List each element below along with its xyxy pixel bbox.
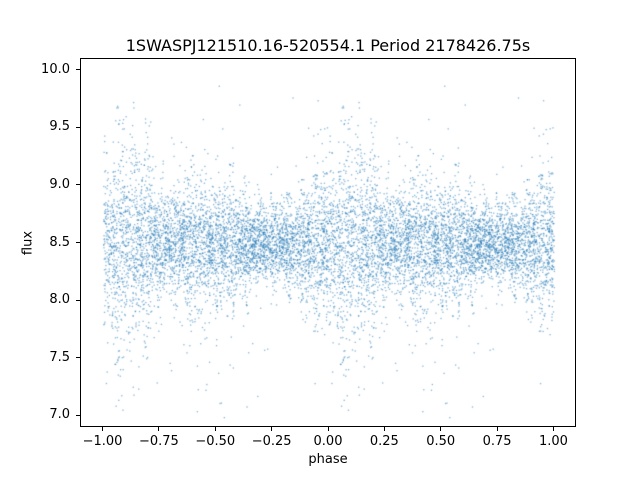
- y-tick-mark: [76, 299, 80, 301]
- y-tick-label: 7.5: [49, 349, 70, 365]
- x-tick-label: −0.75: [138, 434, 179, 449]
- x-tick-label: 1.00: [538, 434, 568, 449]
- x-tick-label: −0.50: [195, 434, 236, 449]
- x-tick-label: −0.25: [251, 434, 292, 449]
- x-tick-mark: [214, 427, 216, 431]
- y-tick-mark: [76, 414, 80, 416]
- x-tick-label: 0.25: [369, 434, 399, 449]
- y-tick-label: 7.0: [49, 407, 70, 423]
- y-tick-label: 8.0: [49, 292, 70, 308]
- x-tick-label: 0.75: [482, 434, 512, 449]
- y-tick-mark: [76, 357, 80, 359]
- x-tick-label: 0.50: [426, 434, 456, 449]
- y-tick-label: 10.0: [41, 61, 70, 77]
- x-tick-mark: [327, 427, 329, 431]
- plot-area: [80, 58, 576, 427]
- x-axis-label: phase: [308, 452, 348, 467]
- x-tick-label: 0.00: [313, 434, 343, 449]
- x-tick-mark: [158, 427, 160, 431]
- y-tick-mark: [76, 184, 80, 186]
- x-tick-mark: [440, 427, 442, 431]
- y-tick-label: 9.0: [49, 176, 70, 192]
- x-tick-mark: [496, 427, 498, 431]
- y-tick-mark: [76, 69, 80, 71]
- x-tick-label: −1.00: [82, 434, 123, 449]
- chart-title: 1SWASPJ121510.16-520554.1 Period 2178426…: [125, 36, 531, 55]
- scatter-points-canvas: [81, 59, 575, 426]
- x-tick-mark: [271, 427, 273, 431]
- x-tick-mark: [383, 427, 385, 431]
- y-tick-mark: [76, 242, 80, 243]
- x-tick-mark: [552, 427, 554, 431]
- y-tick-label: 8.5: [49, 234, 70, 250]
- x-tick-mark: [102, 427, 104, 431]
- y-tick-mark: [76, 126, 80, 128]
- y-axis-label: flux: [20, 230, 36, 256]
- y-tick-label: 9.5: [49, 119, 70, 135]
